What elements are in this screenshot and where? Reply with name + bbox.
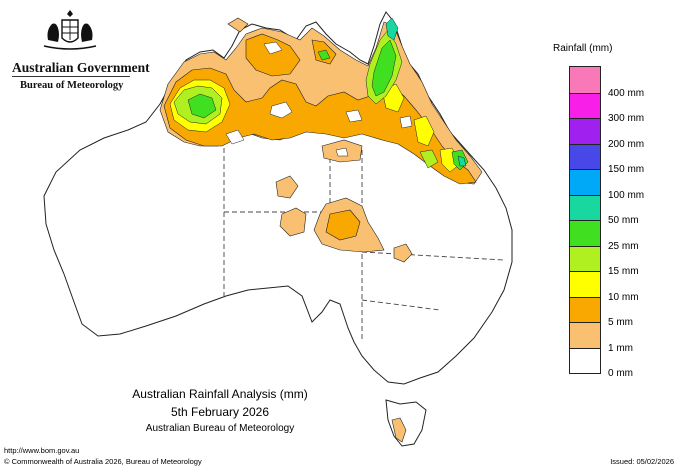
legend-swatch [570, 194, 600, 220]
map-organisation: Australian Bureau of Meteorology [145, 423, 295, 434]
legend-swatch [570, 296, 600, 322]
legend-swatch [570, 143, 600, 169]
rain-50mm-regions [385, 17, 467, 167]
footer-url[interactable]: http://www.bom.gov.au [4, 446, 80, 455]
legend-label: 150 mm [608, 164, 645, 176]
legend-label: 50 mm [608, 215, 639, 227]
legend-swatch [570, 220, 600, 246]
legend-label: 15 mm [608, 266, 639, 278]
agency-name: Bureau of Meteorology [20, 80, 124, 91]
legend-label: 0 mm [608, 368, 633, 380]
tasmania-rain-1mm [391, 417, 407, 443]
legend-label: 300 mm [608, 113, 645, 125]
legend-label: 10 mm [608, 291, 639, 303]
legend-colorbar [569, 66, 601, 374]
legend-label: 5 mm [608, 317, 633, 329]
map-date: 5th February 2026 [170, 405, 270, 419]
legend-swatch [570, 245, 600, 271]
legend-title: Rainfall (mm) [553, 43, 613, 54]
legend-swatch [570, 271, 600, 297]
coat-of-arms-icon [43, 10, 97, 50]
branding-divider [12, 76, 130, 77]
legend-swatch [570, 322, 600, 348]
government-name: Australian Government [12, 60, 150, 75]
legend-label: 200 mm [608, 138, 645, 150]
map-title: Australian Rainfall Analysis (mm) [132, 387, 308, 401]
footer-copyright: © Commonwealth of Australia 2026, Bureau… [4, 457, 202, 466]
legend-swatch [570, 118, 600, 144]
legend-swatch [570, 92, 600, 118]
legend-swatch [570, 169, 600, 195]
coat-of-arms-logo [8, 10, 132, 59]
legend-label: 25 mm [608, 240, 639, 252]
footer-issued-date: Issued: 05/02/2026 [610, 457, 674, 466]
legend-swatch [570, 67, 600, 93]
legend-label: 400 mm [608, 87, 645, 99]
legend-label: 1 mm [608, 342, 633, 354]
legend-swatch [570, 347, 600, 373]
legend-label: 100 mm [608, 189, 645, 201]
dry-pockets [225, 41, 413, 157]
